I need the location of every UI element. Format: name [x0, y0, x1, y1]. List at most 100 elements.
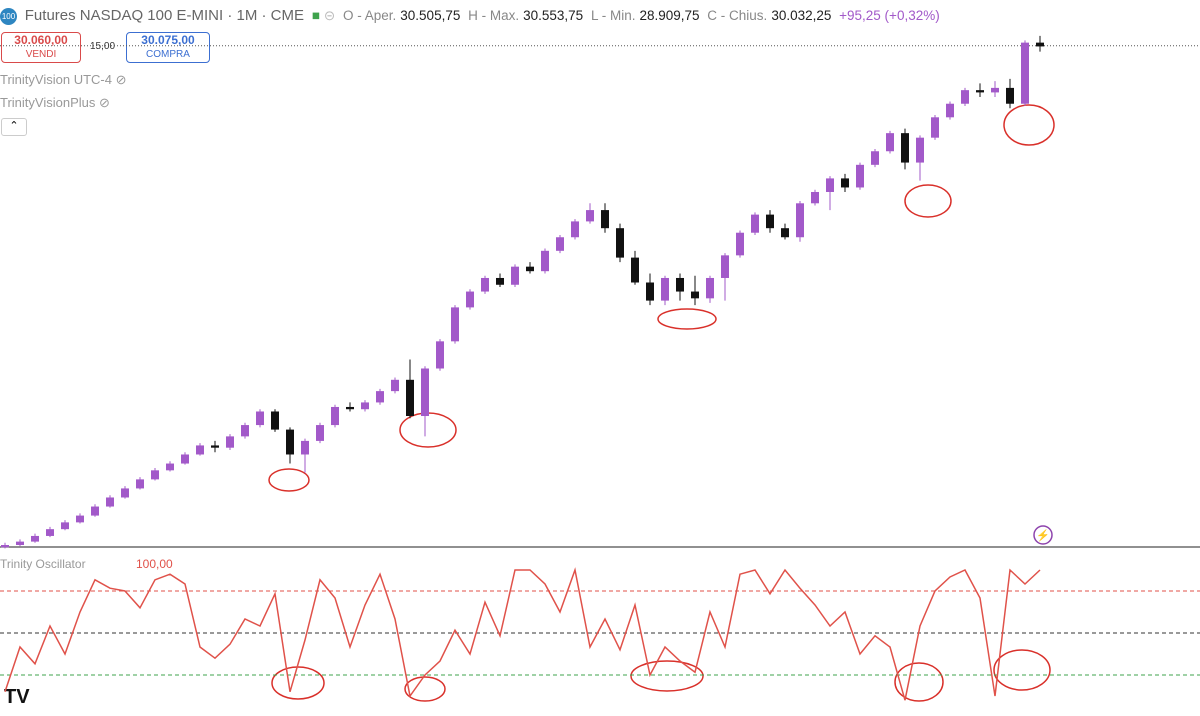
candle-body: [361, 402, 369, 410]
annotations: [268, 104, 1055, 702]
candle-body: [226, 436, 234, 448]
ohlc-value: 30.032,25: [771, 8, 832, 23]
candle-body: [106, 497, 114, 507]
candle-body: [466, 291, 474, 308]
buy-price: 30.075,00: [141, 33, 195, 47]
candle-body: [931, 117, 939, 138]
candle-body: [376, 391, 384, 403]
oscillator-line: [4, 567, 1041, 701]
candle-body: [451, 307, 459, 342]
candle-body: [391, 379, 399, 392]
indicator-name: TrinityVision UTC-4: [0, 72, 112, 87]
candle-body: [541, 250, 549, 272]
ohlc-label: C - Chius.: [707, 8, 768, 23]
candle-body: [46, 529, 54, 536]
candle-body: [871, 151, 879, 165]
candle-body: [826, 178, 834, 192]
alert-glyph: ⚡: [1036, 529, 1050, 542]
candle-body: [796, 203, 804, 238]
candle-body: [856, 164, 864, 188]
candle-body: [61, 522, 69, 530]
candle-body: [496, 277, 504, 285]
candle-body: [166, 463, 174, 471]
candle-body: [991, 87, 999, 93]
candle-body: [16, 541, 24, 545]
candle-body: [436, 341, 444, 369]
ohlc-value: 30.553,75: [523, 8, 584, 23]
oscillator-value: 100,00: [136, 557, 173, 571]
candle-body: [481, 277, 489, 292]
candle-body: [91, 506, 99, 516]
candle-body: [346, 406, 354, 410]
candle-body: [586, 210, 594, 222]
candle-body: [196, 445, 204, 455]
candle-body: [181, 454, 189, 464]
candle-body: [751, 214, 759, 233]
candle-body: [571, 221, 579, 238]
tv-logo: TV: [4, 686, 30, 708]
candle-body: [631, 257, 639, 283]
symbol-title: Futures NASDAQ 100 E-MINI · 1M · CME: [24, 7, 304, 24]
candle-body: [31, 535, 39, 542]
change: +95,25 (+0,32%): [839, 8, 940, 23]
candle-body: [661, 277, 669, 301]
candle-body: [901, 133, 909, 163]
candle-body: [331, 406, 339, 426]
candle-body: [556, 237, 564, 251]
sell-label: VENDI: [25, 49, 57, 60]
candle-body: [406, 379, 414, 417]
candle-body: [811, 191, 819, 204]
candle-body: [736, 232, 744, 256]
logo: 100: [0, 7, 17, 25]
candle-body: [241, 425, 249, 437]
candle-body: [721, 255, 729, 278]
candle-body: [601, 210, 609, 229]
candle-body: [511, 266, 519, 285]
candle-body: [691, 291, 699, 299]
candle-body: [301, 440, 309, 455]
ohlc-label: H - Max.: [468, 8, 520, 23]
candle-body: [616, 228, 624, 258]
candle-body: [646, 282, 654, 301]
ohlc-label: L - Min.: [590, 8, 636, 23]
candle-body: [946, 103, 954, 118]
buy-button[interactable]: 30.075,00 COMPRA: [126, 32, 210, 63]
header: 100 Futures NASDAQ 100 E-MINI · 1M · CME…: [0, 7, 940, 25]
candle-body: [76, 515, 84, 523]
candle-body: [421, 368, 429, 417]
indicator[interactable]: TrinityVisionPlus ⊘: [0, 95, 110, 110]
candle-body: [961, 90, 969, 104]
candle-body: [1036, 42, 1044, 47]
ohlc-value: 28.909,75: [639, 8, 700, 23]
indicator[interactable]: TrinityVision UTC-4 ⊘: [0, 72, 127, 87]
candle-body: [151, 470, 159, 480]
indicator-name: TrinityVisionPlus: [0, 95, 96, 110]
sell-button[interactable]: 30.060,00 VENDI: [1, 32, 81, 63]
candle-body: [1006, 87, 1014, 104]
candle-body: [271, 411, 279, 430]
ohlc-value: 30.505,75: [400, 8, 461, 23]
candle-body: [526, 266, 534, 272]
candle-body: [256, 411, 264, 426]
candle-body: [1021, 42, 1029, 104]
candle-body: [286, 429, 294, 455]
candle-body: [766, 214, 774, 229]
candle-body: [841, 178, 849, 188]
candle-body: [1, 545, 9, 548]
candle-body: [706, 277, 714, 299]
candle-body: [316, 425, 324, 441]
candle-body: [676, 277, 684, 292]
spread: 15,00: [90, 41, 116, 52]
collapse-button[interactable]: ⌃: [1, 118, 27, 136]
candle-body: [136, 479, 144, 489]
buy-label: COMPRA: [146, 49, 190, 60]
candle-body: [886, 133, 894, 152]
alert-icon[interactable]: [1033, 525, 1053, 545]
candle-body: [211, 445, 219, 448]
candle-body: [916, 137, 924, 163]
candle-body: [976, 90, 984, 93]
sell-price: 30.060,00: [14, 33, 68, 47]
oscillator-name: Trinity Oscillator: [0, 557, 86, 571]
